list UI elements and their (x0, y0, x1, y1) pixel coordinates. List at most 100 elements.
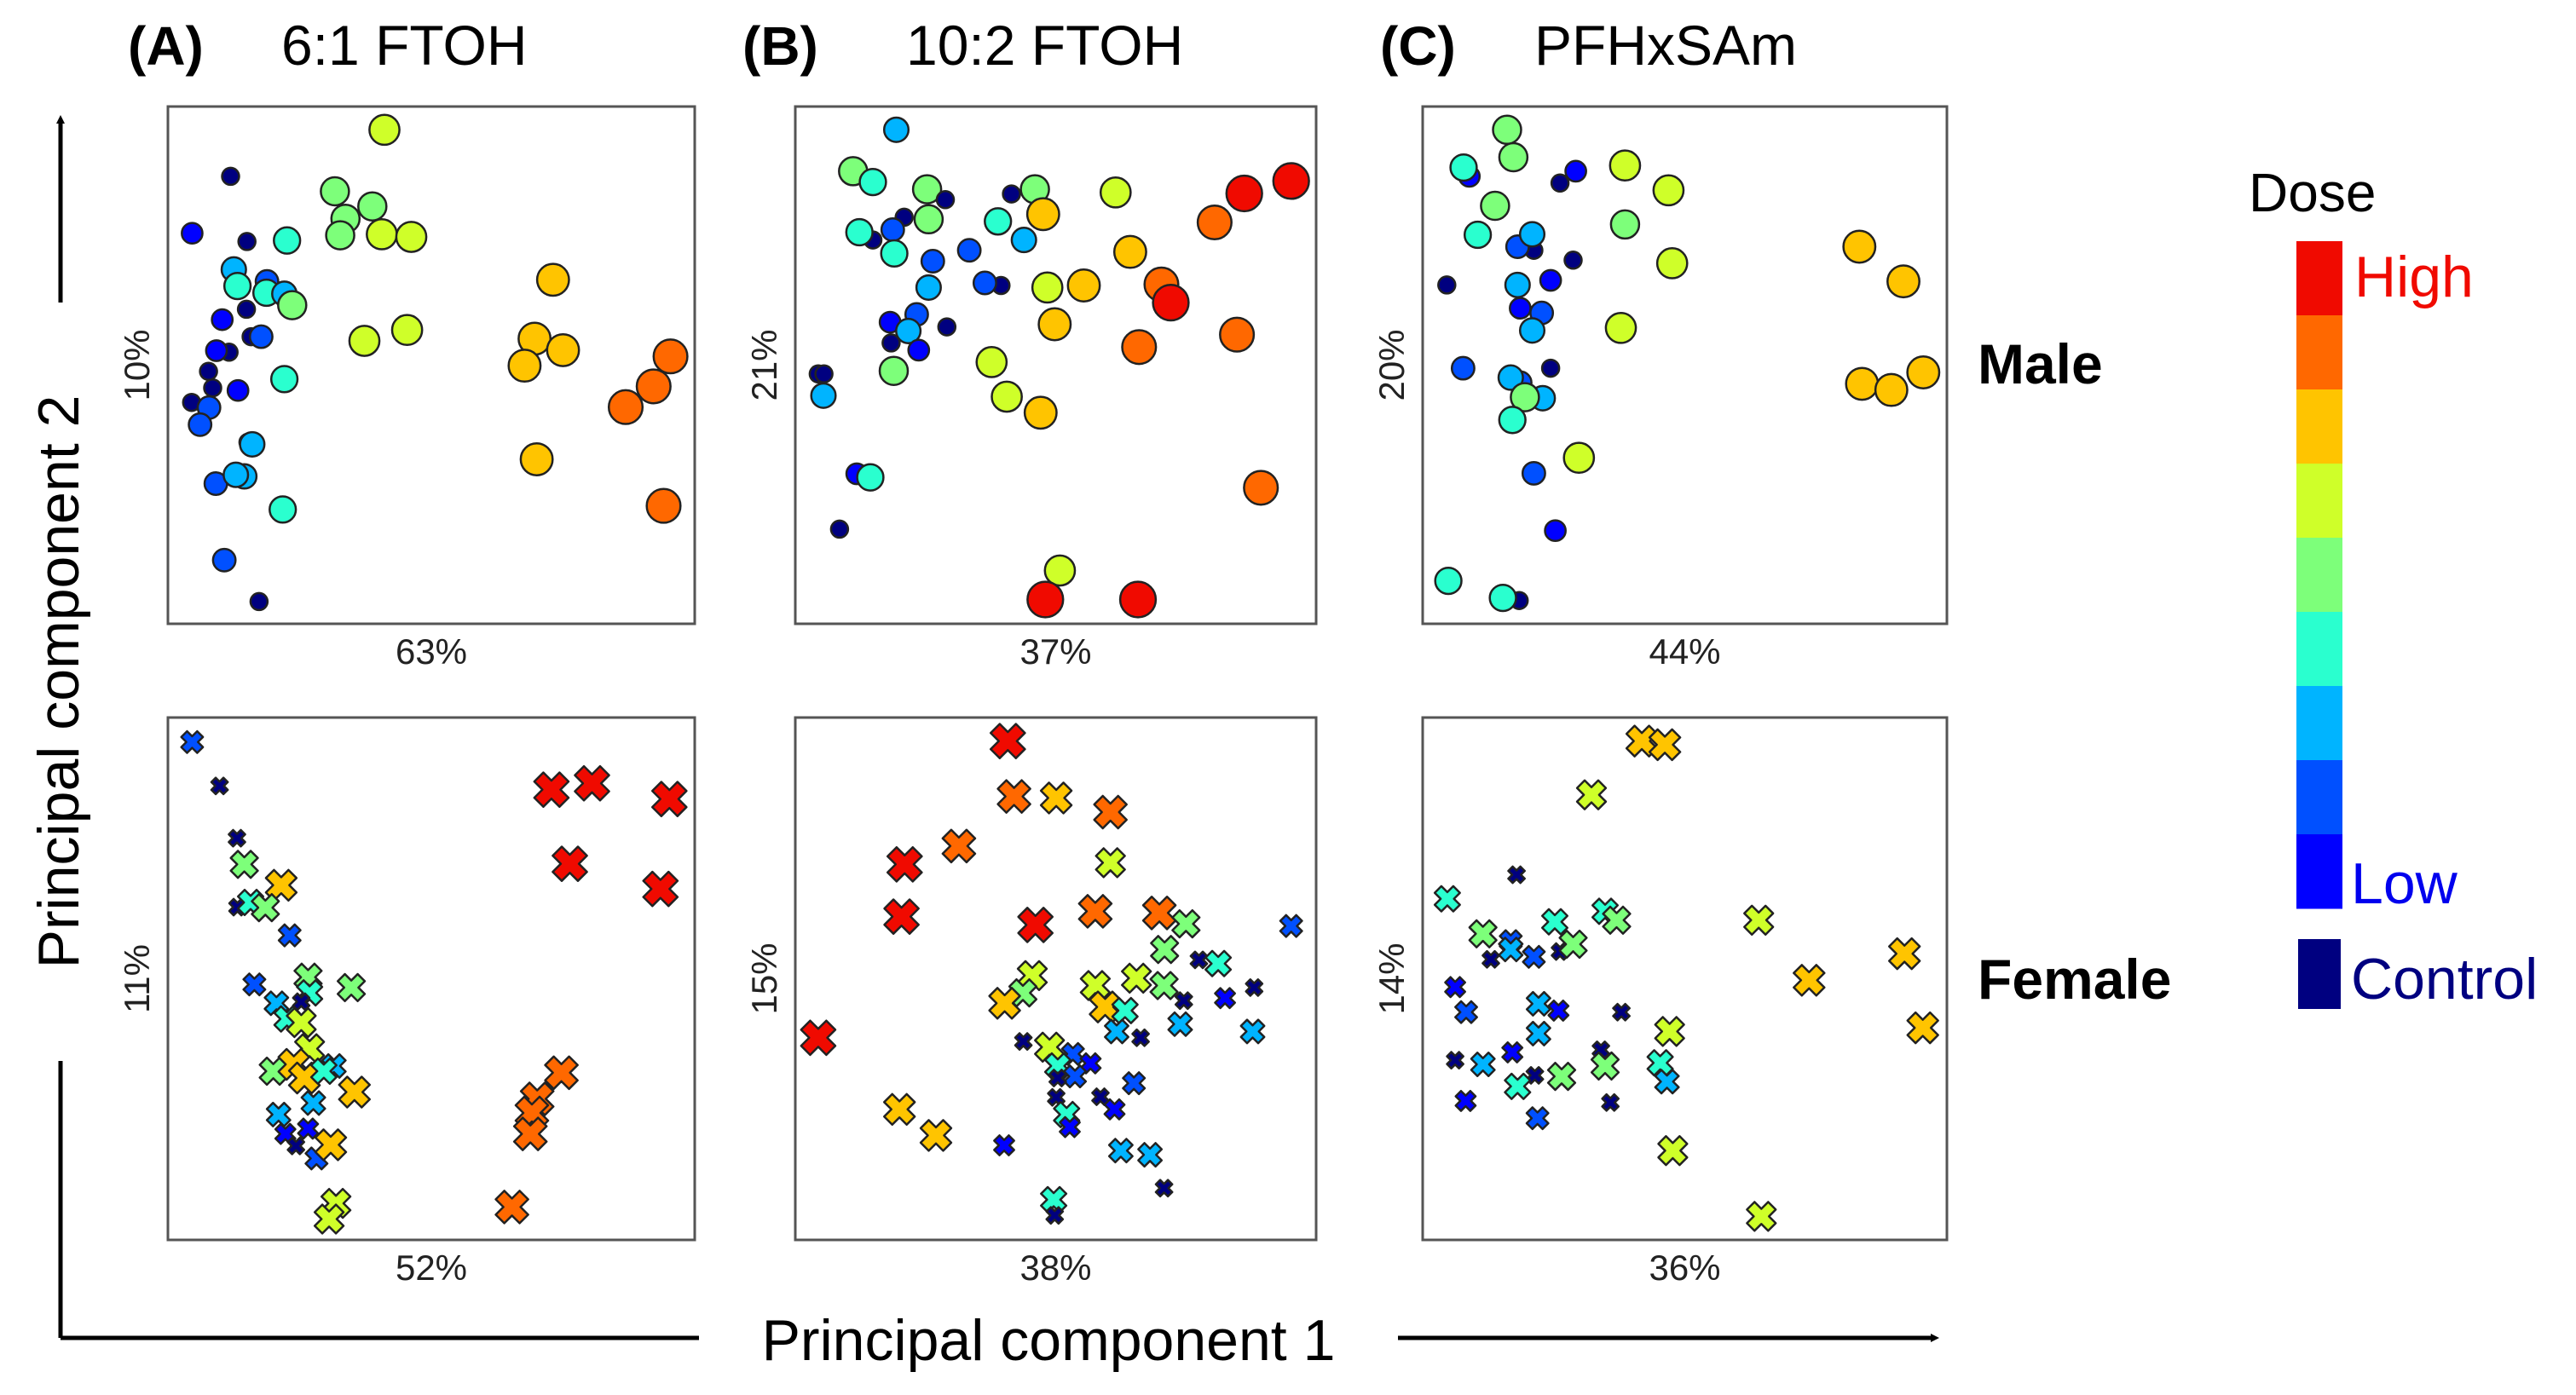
data-point (1886, 264, 1920, 299)
data-point (180, 729, 205, 754)
data-point (814, 364, 834, 384)
data-point (915, 274, 942, 301)
data-point (1468, 919, 1498, 948)
data-point (1077, 894, 1113, 929)
data-point (357, 191, 388, 222)
colorbar-segment-dose-2 (2296, 760, 2342, 835)
data-point (956, 238, 982, 263)
data-point (1137, 1142, 1164, 1168)
data-point (1654, 1069, 1680, 1095)
data-point (881, 333, 901, 353)
data-point (320, 176, 350, 207)
colorbar-segment-dose-4 (2296, 612, 2342, 687)
data-point (858, 167, 887, 197)
x-axis-label: Principal component 1 (762, 1308, 1336, 1373)
plot-frame (166, 105, 696, 625)
data-point (239, 430, 266, 458)
data-point (1152, 283, 1190, 322)
data-point (810, 382, 837, 409)
data-point (1450, 355, 1476, 381)
data-point (1539, 268, 1562, 292)
data-point (882, 116, 910, 143)
data-point (1131, 1028, 1150, 1047)
data-point (286, 1136, 306, 1156)
data-point (1544, 519, 1567, 543)
colorbar-segment-dose-6 (2296, 464, 2342, 539)
data-point (1518, 317, 1546, 344)
data-point (314, 1128, 348, 1162)
data-point (895, 317, 922, 344)
data-point (1039, 781, 1073, 815)
data-point (181, 222, 204, 245)
data-point (249, 591, 269, 612)
x-variance-label: 52% (396, 1248, 467, 1288)
data-point (1546, 1062, 1577, 1092)
data-point (226, 378, 250, 402)
data-point (988, 987, 1021, 1020)
data-point (1604, 311, 1637, 344)
data-point (1154, 1179, 1174, 1198)
data-point (1196, 204, 1233, 241)
data-point (512, 1116, 548, 1151)
data-point (984, 207, 1013, 236)
data-point (1010, 227, 1037, 254)
data-point (203, 378, 222, 398)
colorbar-segment-dose-5 (2296, 538, 2342, 613)
data-point (1150, 935, 1180, 965)
data-point (941, 828, 977, 864)
data-point (552, 845, 588, 882)
y-variance-label: 21% (744, 329, 784, 401)
data-point (1525, 1020, 1551, 1046)
data-point (574, 764, 610, 802)
data-point (878, 355, 910, 386)
legend-low-label: Low (2351, 851, 2458, 916)
data-point (607, 389, 644, 425)
data-point (1488, 583, 1517, 613)
scatter-panel-b-female: 38% 15% (744, 716, 1318, 1288)
data-point (1272, 162, 1310, 200)
data-point (309, 1057, 338, 1086)
data-point (1279, 914, 1303, 938)
data-point (1048, 1069, 1067, 1087)
data-point (1167, 1011, 1193, 1037)
panel-title-b: 10:2 FTOH (906, 14, 1183, 77)
data-point (338, 1075, 372, 1109)
panel-title-a: 6:1 FTOH (281, 14, 528, 77)
data-point (337, 972, 367, 1002)
data-point (1023, 395, 1058, 430)
legend-title: Dose (2249, 162, 2376, 223)
data-point (1433, 885, 1461, 913)
data-point (635, 368, 672, 405)
legend-high-label: High (2354, 245, 2474, 309)
data-point (1463, 220, 1493, 250)
data-point (975, 346, 1008, 378)
panel-grid: 63% 10% 37% 21% 44% 20% 52% 11% 38% 15% 36% 14% (117, 105, 1949, 1288)
data-point (248, 324, 274, 349)
data-point (1657, 1135, 1689, 1167)
data-point (1225, 174, 1263, 213)
data-point (1141, 896, 1177, 931)
data-point (1518, 221, 1546, 248)
data-point (368, 113, 401, 147)
x-variance-label: 37% (1019, 631, 1091, 672)
data-point (645, 487, 682, 524)
data-point (972, 270, 997, 296)
data-point (188, 412, 213, 437)
data-point (1646, 1049, 1674, 1077)
data-point (348, 325, 381, 357)
data-point (1906, 355, 1941, 389)
data-point (507, 349, 542, 383)
scatter-panel-a-male: 63% 10% (117, 105, 696, 672)
data-point (1887, 937, 1921, 971)
data-point (297, 1117, 320, 1140)
data-point (913, 204, 944, 235)
data-point (533, 771, 570, 808)
data-point (199, 361, 218, 382)
dose-colorbar (2296, 241, 2342, 1009)
data-point (1497, 364, 1524, 391)
data-point (1014, 1032, 1033, 1051)
data-point (1609, 209, 1641, 240)
data-point (886, 845, 923, 883)
x-variance-label: 36% (1649, 1248, 1720, 1288)
data-point (1746, 1201, 1777, 1232)
